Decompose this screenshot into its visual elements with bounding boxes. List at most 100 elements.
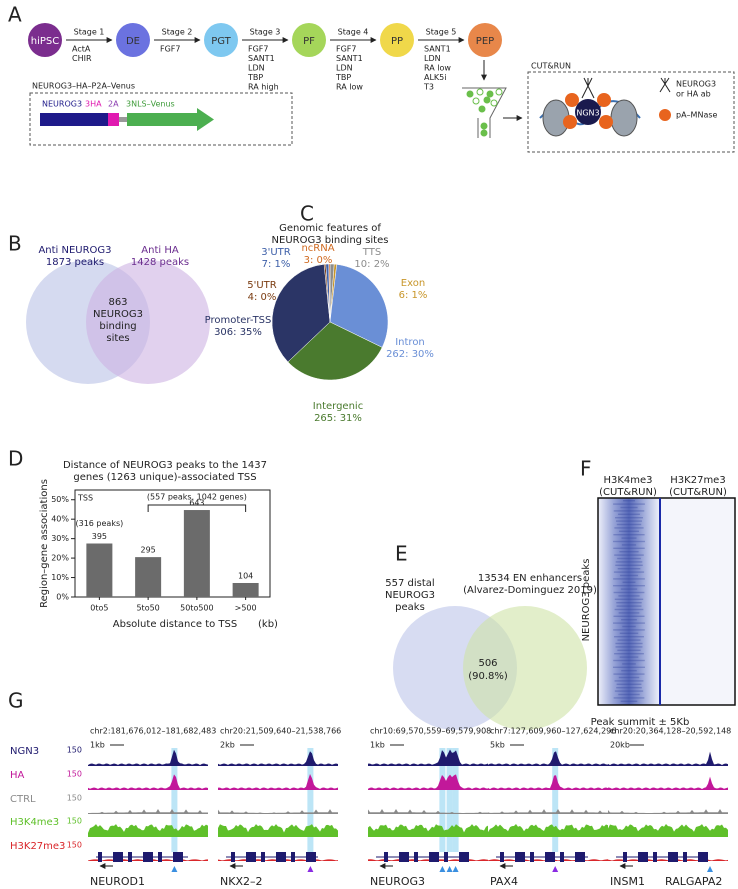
- stage-factor: SANT1: [336, 54, 363, 63]
- track-name: H3K27me3: [10, 841, 65, 852]
- heatmap-noise: [619, 632, 639, 634]
- exon: [698, 852, 708, 862]
- locus-region: chr2:181,676,012–181,682,483: [90, 727, 216, 736]
- stage-factor: SANT1: [248, 54, 275, 63]
- construct-title: NEUROG3–HA–P2A–Venus: [32, 82, 135, 91]
- y-axis-title: Region–gene associations: [39, 479, 50, 608]
- heatmap-noise: [620, 588, 638, 590]
- stage-factor: RA high: [248, 83, 279, 92]
- stage-factor: LDN: [248, 64, 265, 73]
- exon: [545, 852, 555, 862]
- heatmap-noise: [613, 666, 645, 668]
- heatmap-x-label: Peak summit ± 5Kb: [591, 717, 690, 728]
- venn-circle: [463, 606, 587, 730]
- heatmap-noise: [618, 513, 640, 515]
- chart-title: genes (1263 unique)-associated TSS: [73, 472, 256, 483]
- site-marker: [307, 866, 314, 872]
- heatmap-noise: [621, 670, 637, 672]
- heatmap-noise: [614, 527, 644, 529]
- heatmap-noise: [618, 612, 640, 614]
- slice-value-label: 7: 1%: [262, 259, 291, 270]
- stage-label: Stage 2: [162, 28, 193, 37]
- exon: [231, 852, 235, 862]
- signal-track: [488, 824, 608, 837]
- p2a-segment: [119, 117, 127, 122]
- heatmap-noise: [613, 585, 645, 587]
- scale-label: 1kb: [90, 741, 105, 750]
- heatmap-noise: [613, 510, 645, 512]
- highlight: [171, 748, 178, 852]
- exon: [683, 852, 687, 862]
- heatmap-noise: [623, 500, 635, 502]
- bar: [232, 582, 259, 597]
- exon: [384, 852, 388, 862]
- exon: [399, 852, 409, 862]
- heatmap-noise: [613, 503, 645, 505]
- y-tick-label: 0%: [56, 593, 69, 602]
- heatmap-noise: [614, 608, 644, 611]
- cell: [486, 90, 494, 98]
- slice-label: ncRNA: [301, 243, 334, 254]
- signal-track: [218, 824, 338, 837]
- venn-label: 13534 EN enhancers: [478, 573, 582, 584]
- venn-overlap-label: 506: [478, 658, 497, 669]
- signal-track: [368, 774, 488, 790]
- exon: [98, 852, 102, 862]
- heatmap-left: [598, 498, 660, 705]
- pa-mnase: [563, 115, 577, 129]
- heatmap-noise: [621, 537, 637, 539]
- venn-label: 1428 peaks: [131, 257, 189, 268]
- exon: [560, 852, 564, 862]
- count-label: 643: [189, 499, 204, 508]
- y-tick-label: 50%: [51, 495, 69, 504]
- highlight: [446, 748, 453, 852]
- slice-label: 3'UTR: [261, 247, 291, 258]
- exon: [638, 852, 648, 862]
- exon: [653, 852, 657, 862]
- count-label: 104: [238, 571, 253, 580]
- cell: [495, 88, 503, 96]
- annotation: (316 peaks): [75, 519, 123, 528]
- exon: [515, 852, 525, 862]
- node-label: PEP: [476, 36, 494, 47]
- heatmap-column-label: (CUT&RUN): [669, 487, 727, 498]
- gene-name: NKX2–2: [220, 875, 262, 888]
- track-scale: 150: [67, 841, 82, 850]
- venn-label: 1873 peaks: [46, 257, 104, 268]
- heatmap-noise: [622, 581, 636, 583]
- slice-label: TTS: [362, 247, 381, 258]
- heatmap-noise: [613, 659, 645, 662]
- signal-track: [368, 824, 488, 837]
- signal-track: [88, 809, 208, 814]
- cell: [483, 96, 491, 104]
- exon: [414, 852, 418, 862]
- heatmap-noise: [613, 578, 645, 580]
- locus-region: chr7:127,609,960–127,624,296: [490, 727, 616, 736]
- slice-value-label: 4: 0%: [248, 292, 277, 303]
- exon: [291, 852, 295, 862]
- stage-label: Stage 1: [74, 28, 105, 37]
- site-marker: [552, 866, 559, 872]
- exon: [444, 852, 448, 862]
- signal-track: [608, 824, 728, 837]
- heatmap-noise: [613, 591, 645, 594]
- stage-factor: ActA: [72, 45, 91, 54]
- gene-name: INSM1: [610, 875, 645, 888]
- stage-node: [116, 23, 150, 57]
- x-tick-label: 5to50: [136, 604, 159, 613]
- heatmap-noise: [615, 646, 643, 648]
- stage-factor: TBP: [335, 73, 351, 82]
- pa-mnase: [597, 93, 611, 107]
- highlight: [307, 748, 314, 852]
- heatmap-column-label: (CUT&RUN): [599, 487, 657, 498]
- venn-label: 557 distal: [385, 578, 434, 589]
- slice-value-label: 265: 31%: [314, 413, 362, 424]
- track-scale: 150: [67, 817, 82, 826]
- track-scale: 150: [67, 770, 82, 779]
- panel-letter: F: [580, 457, 592, 481]
- signal-track: [488, 775, 608, 790]
- signal-track: [218, 809, 338, 814]
- signal-track: [608, 809, 728, 814]
- highlight: [552, 748, 559, 852]
- heatmap-noise: [617, 649, 641, 651]
